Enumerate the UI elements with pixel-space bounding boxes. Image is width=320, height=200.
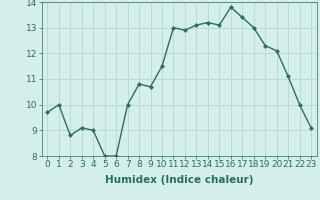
X-axis label: Humidex (Indice chaleur): Humidex (Indice chaleur) [105,175,253,185]
